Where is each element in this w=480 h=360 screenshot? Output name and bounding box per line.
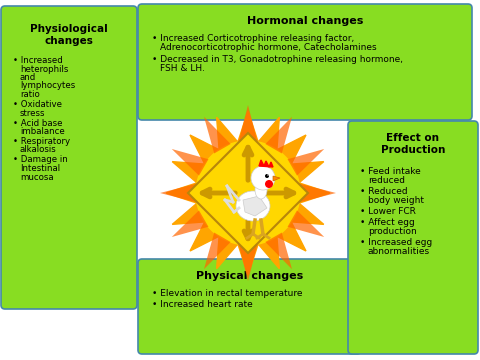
Text: abnormalities: abnormalities bbox=[368, 247, 430, 256]
Polygon shape bbox=[239, 105, 257, 142]
Text: • Increased: • Increased bbox=[13, 56, 63, 65]
Circle shape bbox=[267, 174, 269, 176]
Text: Intestinal: Intestinal bbox=[20, 164, 60, 173]
Polygon shape bbox=[288, 149, 324, 176]
Text: Hormonal changes: Hormonal changes bbox=[247, 16, 363, 26]
Text: mucosa: mucosa bbox=[20, 172, 54, 181]
Text: • Lower FCR: • Lower FCR bbox=[360, 207, 416, 216]
Text: • Feed intake: • Feed intake bbox=[360, 167, 421, 176]
Polygon shape bbox=[299, 184, 336, 202]
Text: ratio: ratio bbox=[20, 90, 40, 99]
Circle shape bbox=[251, 166, 275, 190]
Text: production: production bbox=[368, 227, 417, 236]
Polygon shape bbox=[265, 233, 292, 269]
Text: Adrenocorticotrophic hormone, Catecholamines: Adrenocorticotrophic hormone, Catecholam… bbox=[160, 43, 377, 52]
FancyBboxPatch shape bbox=[348, 121, 478, 354]
Polygon shape bbox=[166, 111, 330, 275]
Text: • Respiratory: • Respiratory bbox=[13, 137, 70, 146]
Text: Physiological
changes: Physiological changes bbox=[30, 24, 108, 46]
Text: alkalosis: alkalosis bbox=[20, 145, 57, 154]
Text: • Acid base: • Acid base bbox=[13, 118, 62, 127]
Text: reduced: reduced bbox=[368, 176, 405, 185]
Text: stress: stress bbox=[20, 108, 46, 117]
Polygon shape bbox=[239, 244, 257, 281]
Text: Physical changes: Physical changes bbox=[196, 271, 303, 281]
Polygon shape bbox=[204, 233, 231, 269]
Text: • Increased Corticotrophine releasing factor,: • Increased Corticotrophine releasing fa… bbox=[152, 34, 354, 43]
Text: lymphocytes: lymphocytes bbox=[20, 81, 75, 90]
Polygon shape bbox=[204, 117, 231, 153]
Polygon shape bbox=[243, 196, 267, 216]
Text: body weight: body weight bbox=[368, 196, 424, 205]
Ellipse shape bbox=[236, 191, 270, 221]
Text: FSH & LH.: FSH & LH. bbox=[160, 64, 205, 73]
Polygon shape bbox=[188, 133, 308, 253]
Text: • Decreased in T3, Gonadotrophine releasing hormone,: • Decreased in T3, Gonadotrophine releas… bbox=[152, 55, 403, 64]
Text: • Oxidative: • Oxidative bbox=[13, 100, 62, 109]
Text: • Increased egg: • Increased egg bbox=[360, 238, 432, 247]
FancyBboxPatch shape bbox=[138, 259, 361, 354]
Polygon shape bbox=[172, 210, 208, 237]
FancyBboxPatch shape bbox=[138, 4, 472, 120]
Polygon shape bbox=[172, 149, 208, 176]
Text: heterophils: heterophils bbox=[20, 64, 68, 73]
Text: imbalance: imbalance bbox=[20, 127, 65, 136]
Polygon shape bbox=[160, 184, 197, 202]
Text: and: and bbox=[20, 73, 36, 82]
Circle shape bbox=[265, 174, 269, 178]
Text: • Damage in: • Damage in bbox=[13, 156, 68, 165]
FancyBboxPatch shape bbox=[1, 6, 137, 309]
Text: • Reduced: • Reduced bbox=[360, 187, 408, 196]
Polygon shape bbox=[265, 117, 292, 153]
Ellipse shape bbox=[255, 181, 267, 199]
Circle shape bbox=[196, 141, 300, 245]
Text: • Affect egg: • Affect egg bbox=[360, 218, 415, 227]
Text: • Increased heart rate: • Increased heart rate bbox=[152, 300, 253, 309]
Polygon shape bbox=[288, 210, 324, 237]
Polygon shape bbox=[259, 160, 273, 167]
Circle shape bbox=[265, 180, 273, 188]
Polygon shape bbox=[273, 176, 280, 181]
Text: • Elevation in rectal temperature: • Elevation in rectal temperature bbox=[152, 289, 302, 298]
Text: Effect on
Production: Effect on Production bbox=[381, 133, 445, 154]
